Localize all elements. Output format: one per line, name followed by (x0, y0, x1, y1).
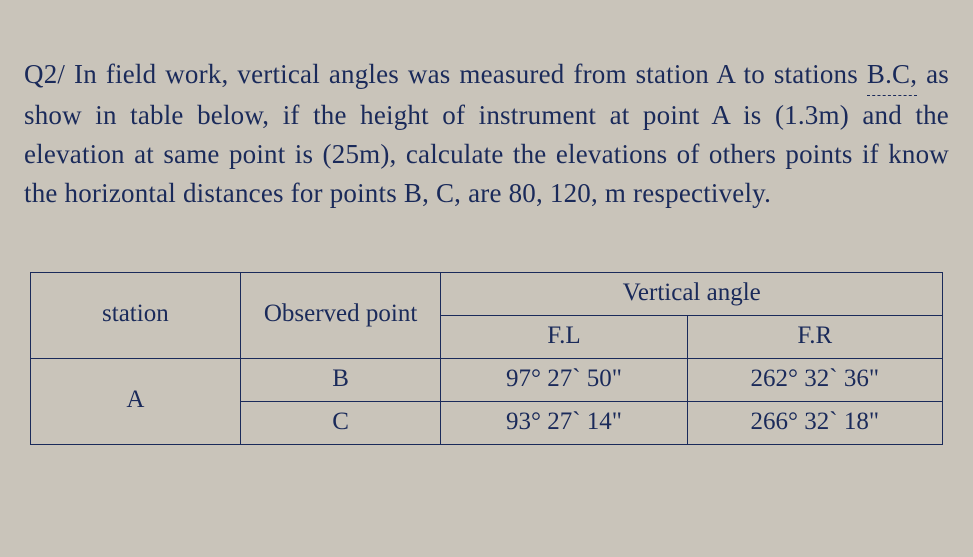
cell-fr: 266° 32` 18" (687, 401, 942, 444)
header-observed: Observed point (240, 272, 441, 358)
question-prefix: Q2/ In field work, vertical angles was m… (24, 59, 867, 89)
cell-observed: C (240, 401, 441, 444)
cell-fl: 97° 27` 50" (441, 358, 687, 401)
header-fl: F.L (441, 315, 687, 358)
question-text: Q2/ In field work, vertical angles was m… (24, 55, 949, 214)
header-vertical-angle: Vertical angle (441, 272, 943, 315)
question-bc-underline: B.C, (867, 55, 917, 96)
table-header-row-1: station Observed point Vertical angle (31, 272, 943, 315)
table-row: A B 97° 27` 50" 262° 32` 36" (31, 358, 943, 401)
page-container: Q2/ In field work, vertical angles was m… (0, 0, 973, 445)
cell-observed: B (240, 358, 441, 401)
cell-fr: 262° 32` 36" (687, 358, 942, 401)
header-fr: F.R (687, 315, 942, 358)
cell-fl: 93° 27` 14" (441, 401, 687, 444)
header-station: station (31, 272, 241, 358)
cell-station: A (31, 358, 241, 444)
vertical-angle-table: station Observed point Vertical angle F.… (30, 272, 943, 445)
